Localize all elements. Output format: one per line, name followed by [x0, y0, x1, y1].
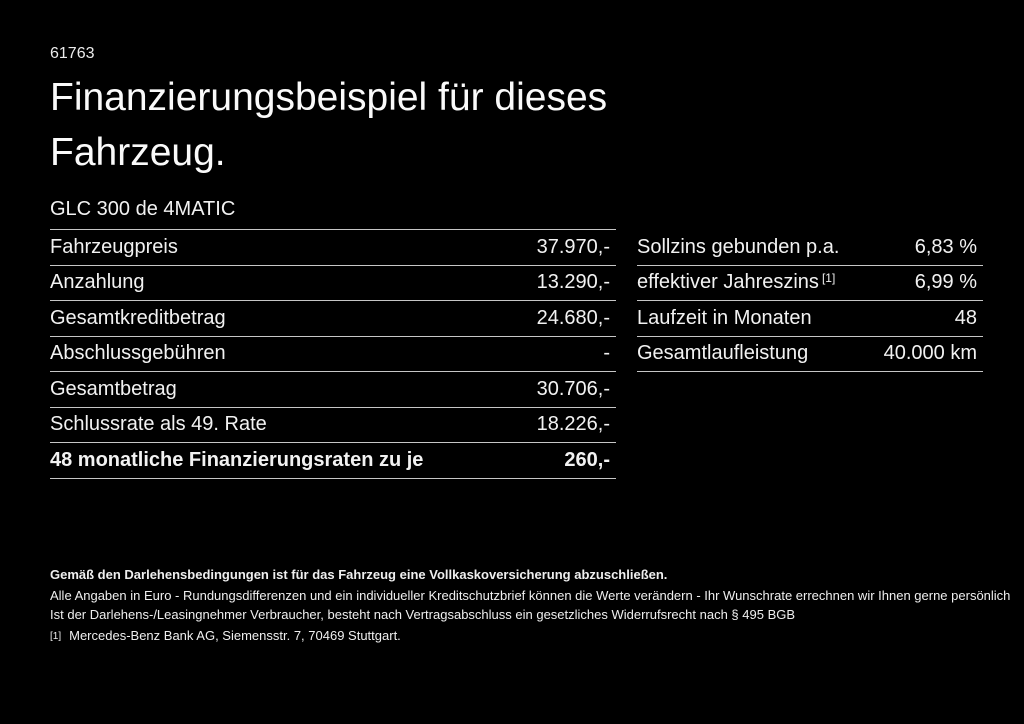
- listing-number: 61763: [50, 45, 95, 62]
- table-row-effektiver-jahreszins: effektiver Jahreszins [1] 6,99 %: [637, 266, 983, 301]
- row-value: 18.226,-: [536, 413, 610, 436]
- table-row-laufzeit: Laufzeit in Monaten 48: [637, 301, 983, 337]
- row-label: Abschlussgebühren: [50, 342, 226, 365]
- row-value: 6,83 %: [914, 235, 977, 258]
- table-row-gesamtbetrag: Gesamtbetrag 30.706,-: [50, 372, 616, 408]
- row-value: 260,-: [564, 448, 610, 471]
- page-title: Finanzierungsbeispiel für dieses Fahrzeu…: [50, 76, 608, 174]
- financing-table: Fahrzeugpreis 37.970,- Anzahlung 13.290,…: [50, 229, 616, 479]
- row-label: Schlussrate als 49. Rate: [50, 413, 267, 436]
- row-label: effektiver Jahreszins [1]: [637, 271, 836, 294]
- row-label: 48 monatliche Finanzierungsraten zu je: [50, 448, 424, 471]
- vehicle-name: GLC 300 de 4MATIC: [50, 198, 236, 220]
- table-row-abschlussgebuehren: Abschlussgebühren -: [50, 337, 616, 372]
- row-label: Anzahlung: [50, 271, 145, 294]
- footnote: [1] Mercedes-Benz Bank AG, Siemensstr. 7,…: [50, 627, 401, 646]
- row-value: 13.290,-: [536, 271, 610, 294]
- table-row-gesamtkreditbetrag: Gesamtkreditbetrag 24.680,-: [50, 301, 616, 337]
- legal-note-line1: Alle Angaben in Euro - Rundungsdifferenz…: [50, 588, 1011, 603]
- row-label: Sollzins gebunden p.a.: [637, 235, 840, 258]
- row-value: 40.000 km: [883, 342, 977, 365]
- table-row-monatsrate: 48 monatliche Finanzierungsraten zu je 2…: [50, 443, 616, 479]
- row-value: 24.680,-: [536, 306, 610, 329]
- row-label: Fahrzeugpreis: [50, 235, 178, 258]
- row-value: 37.970,-: [536, 235, 610, 258]
- footnote-marker: [1]: [50, 631, 62, 642]
- row-label: Gesamtkreditbetrag: [50, 306, 226, 329]
- row-label: Gesamtbetrag: [50, 377, 177, 400]
- insurance-note: Gemäß den Darlehensbedingungen ist für d…: [50, 567, 668, 582]
- conditions-table: Sollzins gebunden p.a. 6,83 % effektiver…: [637, 230, 983, 372]
- table-row-anzahlung: Anzahlung 13.290,-: [50, 266, 616, 301]
- row-label: Gesamtlaufleistung: [637, 342, 809, 365]
- row-label: Laufzeit in Monaten: [637, 306, 812, 329]
- row-value: 30.706,-: [536, 377, 610, 400]
- table-row-gesamtlaufleistung: Gesamtlaufleistung 40.000 km: [637, 337, 983, 372]
- footnote-text: Mercedes-Benz Bank AG, Siemensstr. 7, 70…: [69, 628, 401, 643]
- row-value: 48: [954, 306, 977, 329]
- legal-note-line2: Ist der Darlehens-/Leasingnehmer Verbrau…: [50, 607, 796, 622]
- row-value: 6,99 %: [914, 271, 977, 294]
- table-row-sollzins: Sollzins gebunden p.a. 6,83 %: [637, 230, 983, 266]
- table-row-schlussrate: Schlussrate als 49. Rate 18.226,-: [50, 408, 616, 443]
- row-value: -: [603, 342, 610, 365]
- table-row-fahrzeugpreis: Fahrzeugpreis 37.970,-: [50, 230, 616, 266]
- footnote-ref: [1]: [821, 271, 836, 286]
